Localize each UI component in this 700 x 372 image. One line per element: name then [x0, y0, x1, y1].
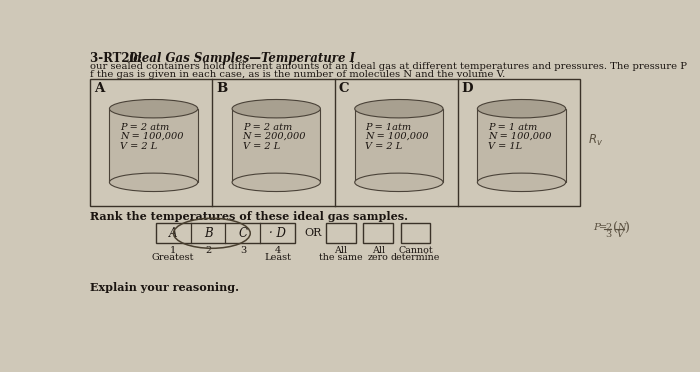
- Text: P = 1 atm: P = 1 atm: [488, 122, 537, 132]
- Ellipse shape: [477, 173, 566, 192]
- Text: 3: 3: [606, 230, 612, 239]
- Ellipse shape: [232, 173, 321, 192]
- Text: =: =: [599, 223, 607, 232]
- Text: f the gas is given in each case, as is the number of molecules N and the volume : f the gas is given in each case, as is t…: [90, 70, 505, 79]
- Bar: [232, 109, 321, 182]
- Text: 1: 1: [170, 246, 176, 254]
- Text: our sealed containers hold different amounts of an ideal gas at different temper: our sealed containers hold different amo…: [90, 62, 687, 71]
- Text: N: N: [617, 222, 625, 231]
- Text: · D: · D: [270, 227, 286, 240]
- Ellipse shape: [355, 173, 443, 192]
- Text: A: A: [169, 227, 177, 240]
- Bar: [109, 109, 198, 182]
- Text: P = 2 atm: P = 2 atm: [243, 122, 292, 132]
- Text: V: V: [617, 230, 624, 239]
- Text: A: A: [94, 82, 104, 95]
- Text: determine: determine: [391, 253, 440, 262]
- Text: N = 100,000: N = 100,000: [120, 132, 183, 141]
- Bar: [155, 223, 295, 243]
- Text: Rank the temperatures of these ideal gas samples.: Rank the temperatures of these ideal gas…: [90, 211, 408, 222]
- Bar: [400, 223, 430, 243]
- Text: zero: zero: [368, 253, 388, 262]
- Text: All: All: [335, 246, 347, 254]
- Text: OR: OR: [304, 228, 322, 238]
- Bar: [477, 109, 566, 182]
- Text: P = 1atm: P = 1atm: [365, 122, 412, 132]
- Text: P: P: [593, 223, 600, 232]
- Text: P = 2 atm: P = 2 atm: [120, 122, 169, 132]
- Text: C: C: [239, 227, 247, 240]
- Bar: [326, 223, 356, 243]
- Ellipse shape: [109, 173, 198, 192]
- Text: V = 2 L: V = 2 L: [120, 142, 158, 151]
- Text: N = 100,000: N = 100,000: [488, 132, 552, 141]
- Text: Explain your reasoning.: Explain your reasoning.: [90, 282, 239, 293]
- Text: Greatest: Greatest: [152, 253, 195, 262]
- Text: (: (: [613, 222, 618, 235]
- Bar: [355, 109, 443, 182]
- Ellipse shape: [232, 99, 321, 118]
- Text: Least: Least: [265, 253, 291, 262]
- Text: D: D: [461, 82, 473, 95]
- Text: Ideal Gas Samples—Temperature I: Ideal Gas Samples—Temperature I: [129, 52, 356, 65]
- Text: V = 1L: V = 1L: [488, 142, 522, 151]
- Text: 2: 2: [606, 222, 612, 231]
- Text: the same: the same: [319, 253, 363, 262]
- Text: 2: 2: [205, 246, 211, 254]
- Text: C: C: [339, 82, 349, 95]
- Ellipse shape: [355, 99, 443, 118]
- Text: N = 100,000: N = 100,000: [365, 132, 429, 141]
- Text: 3: 3: [240, 246, 246, 254]
- Ellipse shape: [477, 99, 566, 118]
- Bar: [90, 78, 580, 206]
- Text: V = 2 L: V = 2 L: [365, 142, 402, 151]
- Text: B: B: [216, 82, 228, 95]
- Text: $R_v$: $R_v$: [588, 133, 603, 148]
- Text: N = 200,000: N = 200,000: [243, 132, 306, 141]
- Text: ): ): [624, 222, 629, 235]
- Text: B: B: [204, 227, 212, 240]
- Text: Cannot: Cannot: [398, 246, 433, 254]
- Text: V = 2 L: V = 2 L: [243, 142, 280, 151]
- Bar: [363, 223, 393, 243]
- Text: All: All: [372, 246, 385, 254]
- Ellipse shape: [109, 99, 198, 118]
- Text: 4: 4: [274, 246, 281, 254]
- Text: 3-RT20:: 3-RT20:: [90, 52, 146, 65]
